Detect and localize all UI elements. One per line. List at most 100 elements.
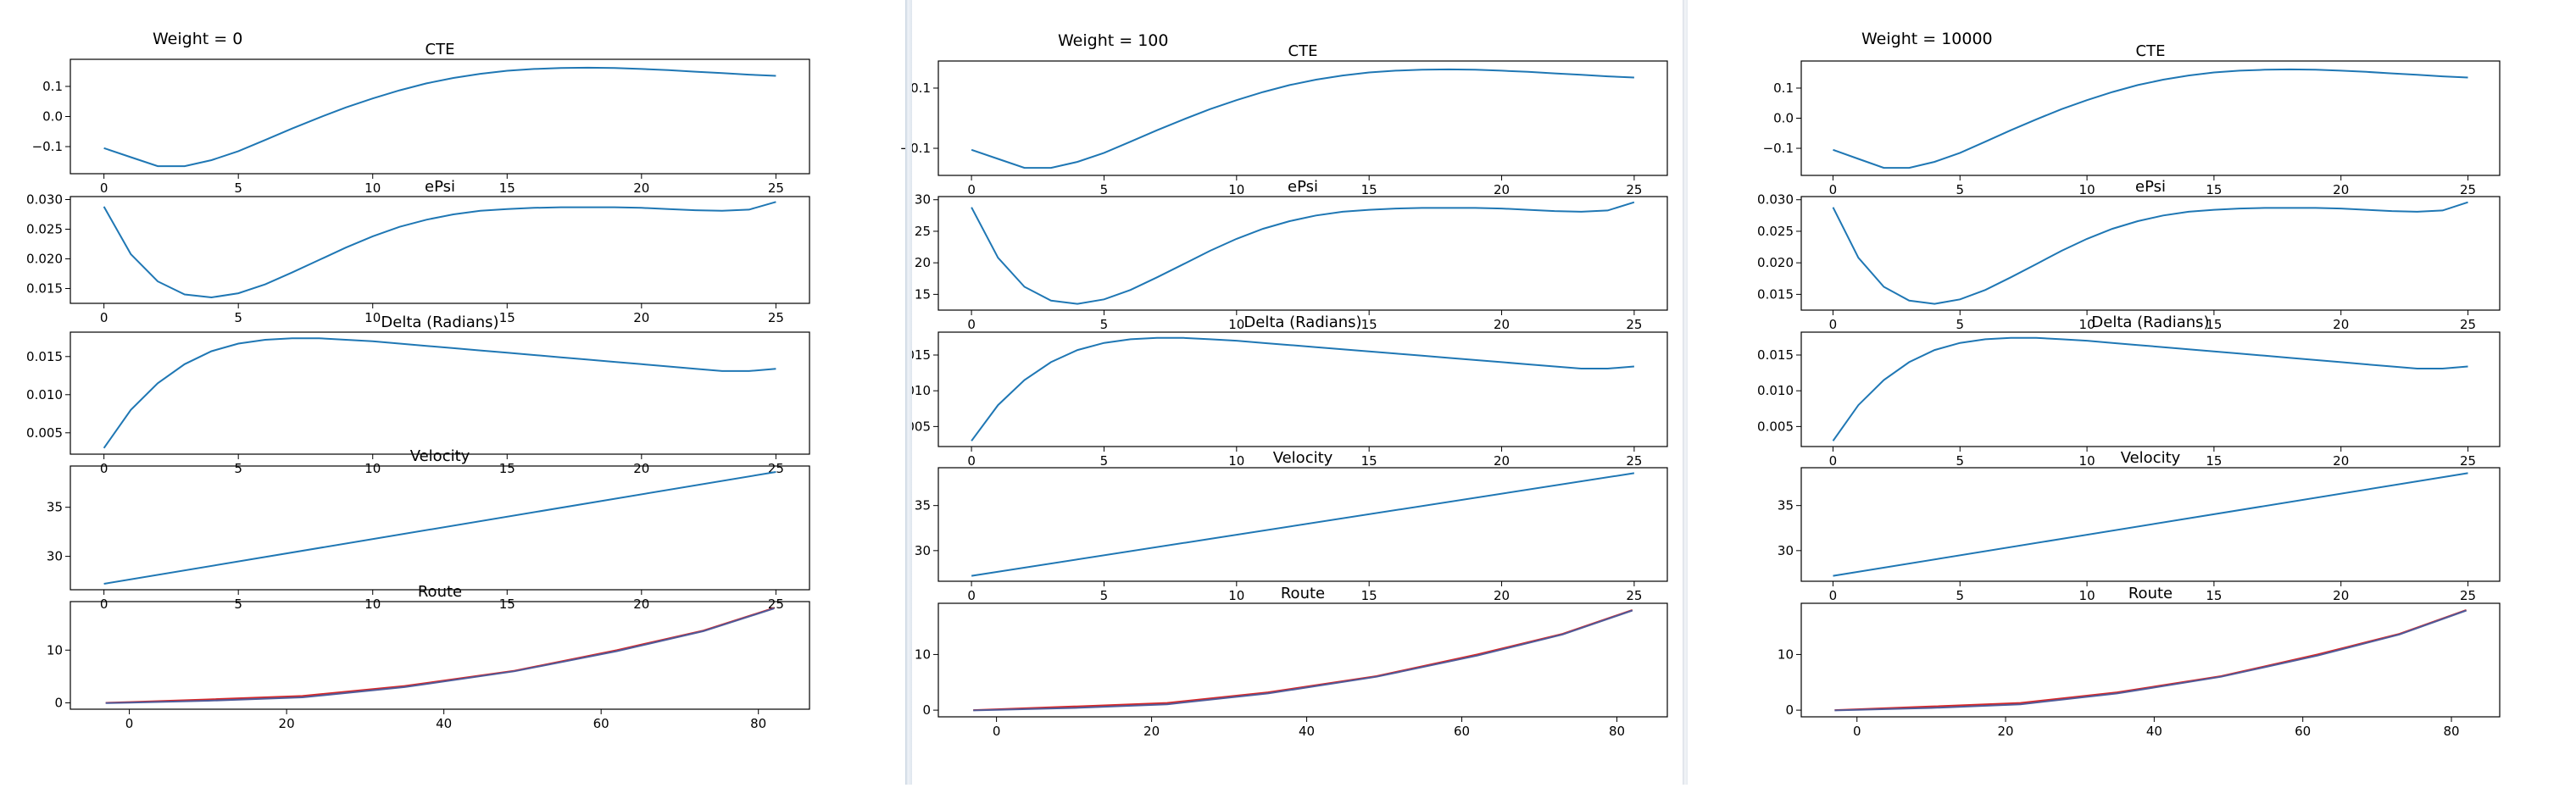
y-tick-label: 0.025 <box>26 222 63 237</box>
x-tick-label: 80 <box>750 716 766 731</box>
x-tick-label: 0 <box>993 724 1001 739</box>
window-title: Weight = 100 <box>1058 31 1168 50</box>
series-line-1 <box>971 336 1634 441</box>
x-tick-label: 10 <box>364 597 381 612</box>
x-tick-label: 0 <box>967 182 976 197</box>
series-line-1 <box>103 201 776 299</box>
x-tick-label: 25 <box>1626 453 1642 469</box>
x-tick-label: 5 <box>1956 453 1964 469</box>
y-tick-label: 005 <box>906 419 931 434</box>
x-tick-label: 15 <box>499 180 515 196</box>
x-tick-label: 0 <box>100 597 108 612</box>
x-tick-label: 5 <box>1956 182 1964 197</box>
y-tick-label: 0.010 <box>1757 383 1794 398</box>
y-tick-label: 20 <box>915 255 931 270</box>
y-tick-label: 0.1 <box>910 80 931 96</box>
x-tick-label: 20 <box>2333 453 2349 469</box>
x-tick-label: 25 <box>2460 317 2476 332</box>
series-line-1 <box>103 66 776 168</box>
x-tick-label: 15 <box>499 597 515 612</box>
series-line-1 <box>1833 68 2468 169</box>
x-tick-label: 10 <box>2079 453 2095 469</box>
x-tick-label: 5 <box>234 180 242 196</box>
y-tick-label: 35 <box>1778 498 1794 513</box>
x-tick-label: 25 <box>768 180 784 196</box>
axes-frame <box>1800 196 2501 311</box>
axes-frame <box>70 601 810 710</box>
y-tick-label: −0.1 <box>32 139 63 154</box>
axes-frame <box>1800 467 2501 582</box>
series-line-1 <box>1832 201 2468 305</box>
series-line-1 <box>973 608 1633 712</box>
x-tick-label: 20 <box>633 597 649 612</box>
y-tick-label: 010 <box>906 383 931 398</box>
y-tick-label: 0.020 <box>26 252 63 267</box>
y-tick-label: 0 <box>922 702 931 718</box>
x-tick-label: 80 <box>2443 724 2459 739</box>
x-tick-label: 20 <box>2333 317 2349 332</box>
y-tick-label: 0.030 <box>26 192 63 208</box>
x-tick-label: 10 <box>1228 317 1244 332</box>
series-line-2 <box>973 609 1633 712</box>
x-tick-label: 20 <box>2333 588 2349 603</box>
x-tick-label: 0 <box>100 180 108 196</box>
x-tick-label: 0 <box>1853 724 1861 739</box>
x-tick-label: 60 <box>593 716 609 731</box>
series-line-1 <box>103 471 776 585</box>
x-tick-label: 20 <box>633 180 649 196</box>
y-tick-label: 0.015 <box>26 281 63 297</box>
subplot-title: Route <box>2128 585 2173 602</box>
x-tick-label: 25 <box>1626 588 1642 603</box>
y-tick-label: 0.005 <box>1757 419 1794 434</box>
x-tick-label: 0 <box>1829 182 1838 197</box>
x-tick-label: 5 <box>1100 453 1109 469</box>
window-title: Weight = 0 <box>153 30 242 48</box>
x-tick-label: 40 <box>2146 724 2162 739</box>
x-tick-label: 0 <box>1829 453 1838 469</box>
y-tick-label: 0.025 <box>1757 224 1794 239</box>
subplot-title: ePsi <box>1288 178 1318 196</box>
x-tick-label: 5 <box>1956 317 1964 332</box>
axes-frame <box>937 196 1668 311</box>
series-line-1 <box>971 68 1634 169</box>
x-tick-label: 5 <box>234 310 242 325</box>
subplot-title: Velocity <box>410 447 470 465</box>
y-tick-label: 015 <box>906 347 931 363</box>
x-tick-label: 20 <box>1494 317 1510 332</box>
y-tick-label: 10 <box>915 646 931 662</box>
x-tick-label: 20 <box>2333 182 2349 197</box>
x-tick-label: 20 <box>1143 724 1160 739</box>
x-tick-label: 20 <box>1494 453 1510 469</box>
window-separator <box>905 0 912 785</box>
x-tick-label: 0 <box>967 453 976 469</box>
x-tick-label: 20 <box>633 461 649 476</box>
subplot-title: CTE <box>426 41 455 58</box>
x-tick-label: 0 <box>1829 588 1838 603</box>
y-tick-label: 15 <box>915 286 931 302</box>
x-tick-label: 20 <box>1494 182 1510 197</box>
x-tick-label: 0 <box>967 588 976 603</box>
y-tick-label: 0.005 <box>26 425 63 441</box>
x-tick-label: 25 <box>768 310 784 325</box>
subplot-title: Velocity <box>2121 449 2181 467</box>
axes-frame <box>1800 60 2501 176</box>
x-tick-label: 5 <box>234 461 242 476</box>
subplot-title: Delta (Radians) <box>2091 314 2209 331</box>
y-tick-label: 0.015 <box>26 349 63 364</box>
y-tick-label: 0 <box>1785 702 1794 718</box>
axes-frame <box>1800 602 2501 718</box>
x-tick-label: 15 <box>1361 453 1377 469</box>
x-tick-label: 25 <box>2460 182 2476 197</box>
y-tick-label: 35 <box>47 500 63 515</box>
x-tick-label: 0 <box>967 317 976 332</box>
x-tick-label: 0 <box>125 716 134 731</box>
y-tick-label: 0.0 <box>1773 111 1794 126</box>
y-tick-label: 25 <box>915 224 931 239</box>
x-tick-label: 5 <box>1956 588 1964 603</box>
subplot-title: ePsi <box>2135 178 2166 196</box>
axes-frame <box>937 602 1668 718</box>
series-line-1 <box>103 337 776 449</box>
x-tick-label: 25 <box>768 461 784 476</box>
y-tick-label: 0.0 <box>42 109 63 125</box>
